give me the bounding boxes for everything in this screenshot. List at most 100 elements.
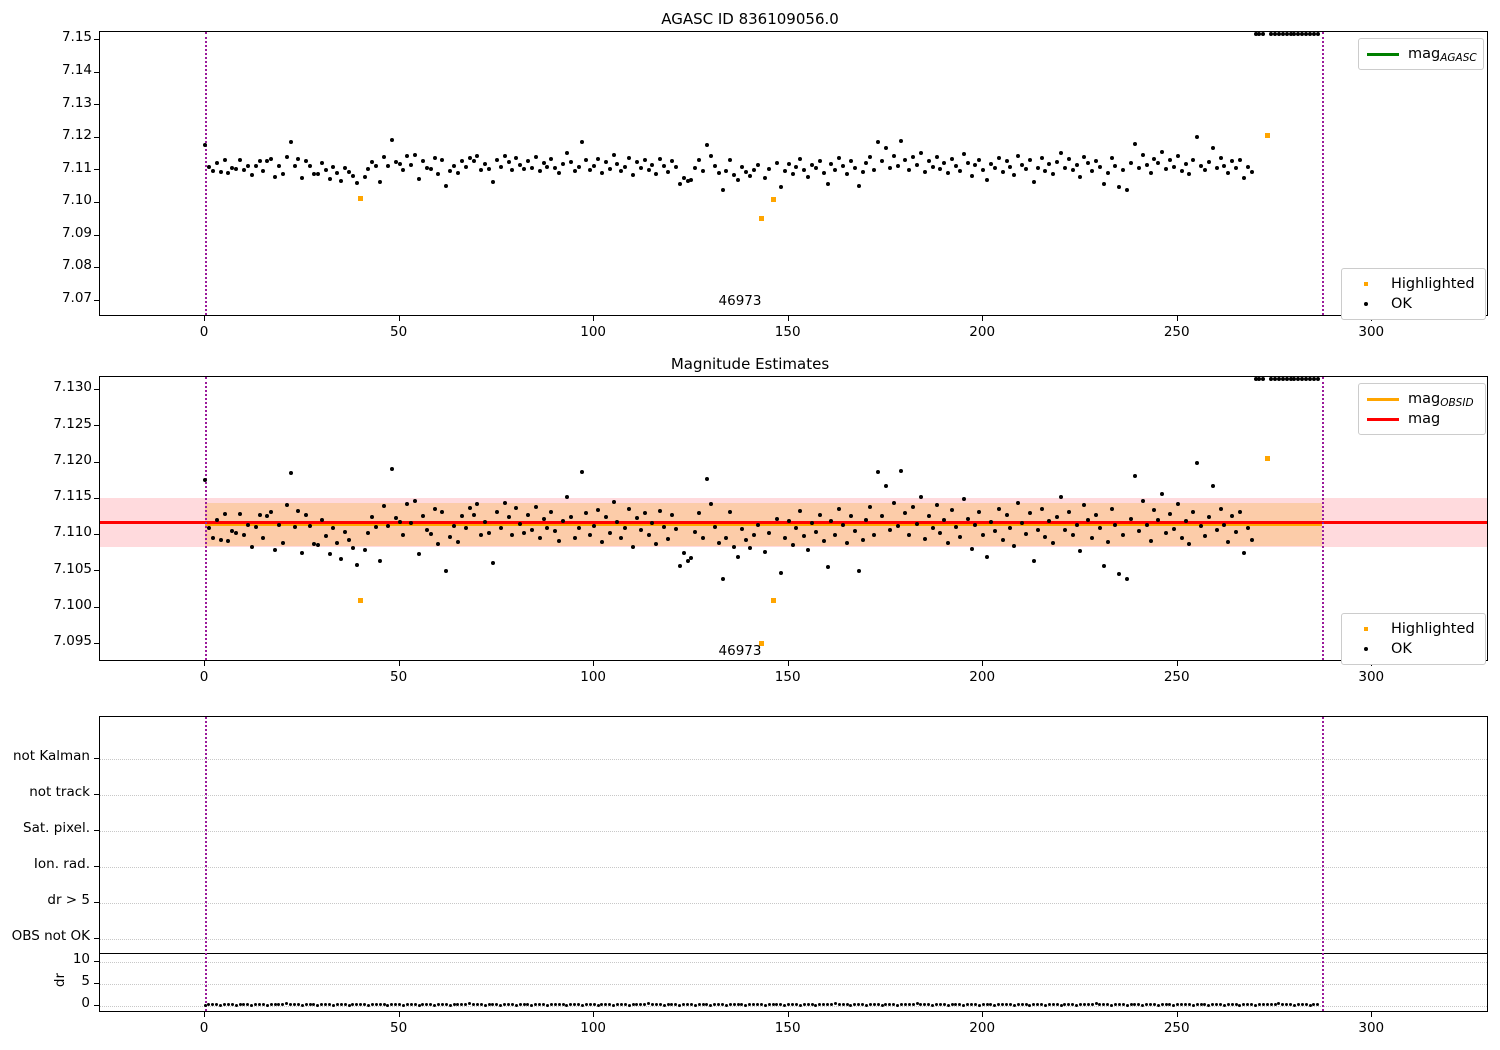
dr-data-point	[1187, 1003, 1191, 1007]
data-point-ok	[413, 498, 418, 503]
data-point-ok	[1000, 170, 1005, 175]
dr-data-point	[1172, 1003, 1176, 1007]
data-point-ok	[203, 143, 208, 148]
data-point-ok	[471, 512, 476, 517]
data-point-ok	[1179, 169, 1184, 174]
legend-mag-agasc[interactable]: magAGASC	[1358, 38, 1484, 70]
data-point-ok	[685, 558, 690, 563]
legend-sub-obsid: OBSID	[1440, 397, 1474, 409]
data-point-ok	[934, 154, 939, 159]
ok-marker-icon	[1350, 302, 1382, 306]
dr-data-point	[219, 1003, 223, 1007]
dr-data-point	[347, 1003, 351, 1007]
data-point-ok	[541, 516, 546, 521]
data-point-ok	[1206, 514, 1211, 519]
dr-data-point	[1110, 1003, 1114, 1007]
data-point-ok	[479, 533, 484, 538]
data-point-ok	[339, 557, 344, 562]
data-point-highlighted	[758, 216, 764, 222]
data-point-ok	[1016, 501, 1021, 506]
data-point-ok	[210, 535, 215, 540]
data-point-ok	[331, 525, 336, 530]
dr-data-point	[759, 1003, 763, 1007]
dr-data-point	[1051, 1002, 1055, 1006]
data-point-ok	[1062, 528, 1067, 533]
dr-data-point	[919, 1002, 923, 1006]
dr-data-point	[549, 1002, 553, 1006]
x-tick-label: 150	[774, 1020, 801, 1036]
dr-data-point	[689, 1003, 693, 1007]
data-point-ok	[490, 560, 495, 565]
data-point-ok	[907, 168, 912, 173]
data-point-ok	[1261, 32, 1266, 36]
data-point-ok	[424, 528, 429, 533]
flag-gridline	[100, 867, 1487, 868]
flag-label: dr > 5	[47, 892, 90, 908]
data-point-ok	[728, 157, 733, 162]
data-point-ok	[1304, 32, 1309, 36]
data-point-ok	[241, 533, 246, 538]
data-point-ok	[895, 163, 900, 168]
dr-data-point	[864, 1003, 868, 1007]
dr-data-point	[728, 1002, 732, 1006]
y-tick-mark	[94, 606, 99, 608]
dr-data-point	[798, 1003, 802, 1007]
dr-data-point	[1102, 1003, 1106, 1007]
dr-gridline	[100, 983, 1487, 985]
data-point-ok	[915, 521, 920, 526]
dr-data-point	[1094, 1002, 1098, 1006]
dr-data-point	[767, 1002, 771, 1006]
data-point-ok	[985, 555, 990, 560]
data-point-ok	[300, 551, 305, 556]
data-point-ok	[284, 503, 289, 508]
data-point-ok	[385, 163, 390, 168]
legend-markers-middle[interactable]: Highlighted OK	[1341, 613, 1486, 665]
legend-mag-lines[interactable]: magOBSID mag	[1358, 383, 1486, 435]
legend-label-ok-middle: OK	[1391, 641, 1412, 657]
data-point-ok	[1062, 165, 1067, 170]
dr-data-point	[946, 1003, 950, 1007]
dr-data-point	[806, 1002, 810, 1006]
data-point-ok	[732, 544, 737, 549]
dr-data-point	[935, 1002, 938, 1006]
data-point-ok	[739, 526, 744, 531]
y-tick-mark	[94, 570, 99, 572]
data-point-ok	[1024, 167, 1028, 172]
data-point-ok	[1245, 164, 1250, 169]
data-point-ok	[673, 165, 678, 170]
dr-data-point	[1219, 1003, 1223, 1007]
data-point-ok	[813, 529, 818, 534]
data-point-ok	[1047, 519, 1052, 524]
legend-markers-top[interactable]: Highlighted OK	[1341, 268, 1486, 320]
dr-data-point	[748, 1002, 752, 1006]
y-tick-mark	[94, 299, 99, 301]
dr-data-point	[1012, 1003, 1016, 1007]
data-point-ok	[1276, 32, 1281, 36]
data-point-ok	[985, 177, 990, 182]
dr-data-point	[538, 1002, 542, 1006]
dr-data-point	[390, 1002, 394, 1006]
data-point-ok	[1175, 501, 1180, 506]
x-tick-label: 50	[389, 669, 408, 685]
data-point-ok	[915, 162, 920, 167]
data-point-ok	[420, 159, 425, 164]
dr-data-point	[880, 1003, 884, 1007]
dr-data-point	[1203, 1003, 1207, 1007]
dr-data-point	[1273, 1003, 1277, 1007]
dr-data-point	[643, 1003, 647, 1007]
y-tick-label: 7.130	[53, 379, 92, 396]
data-point-ok	[288, 139, 293, 144]
dr-data-point	[635, 1002, 639, 1006]
data-point-ok	[494, 510, 499, 515]
data-point-ok	[1132, 141, 1137, 146]
data-point-ok	[669, 513, 674, 518]
y-tick-label: 7.13	[61, 94, 92, 111]
data-point-ok	[483, 519, 488, 524]
data-point-ok	[969, 174, 974, 179]
dr-data-point	[973, 1003, 977, 1007]
data-point-ok	[642, 158, 647, 163]
data-point-ok	[206, 526, 211, 531]
panel-magnitudes-raw	[99, 31, 1488, 316]
data-point-ok	[712, 164, 717, 169]
data-point-ok	[226, 539, 231, 544]
